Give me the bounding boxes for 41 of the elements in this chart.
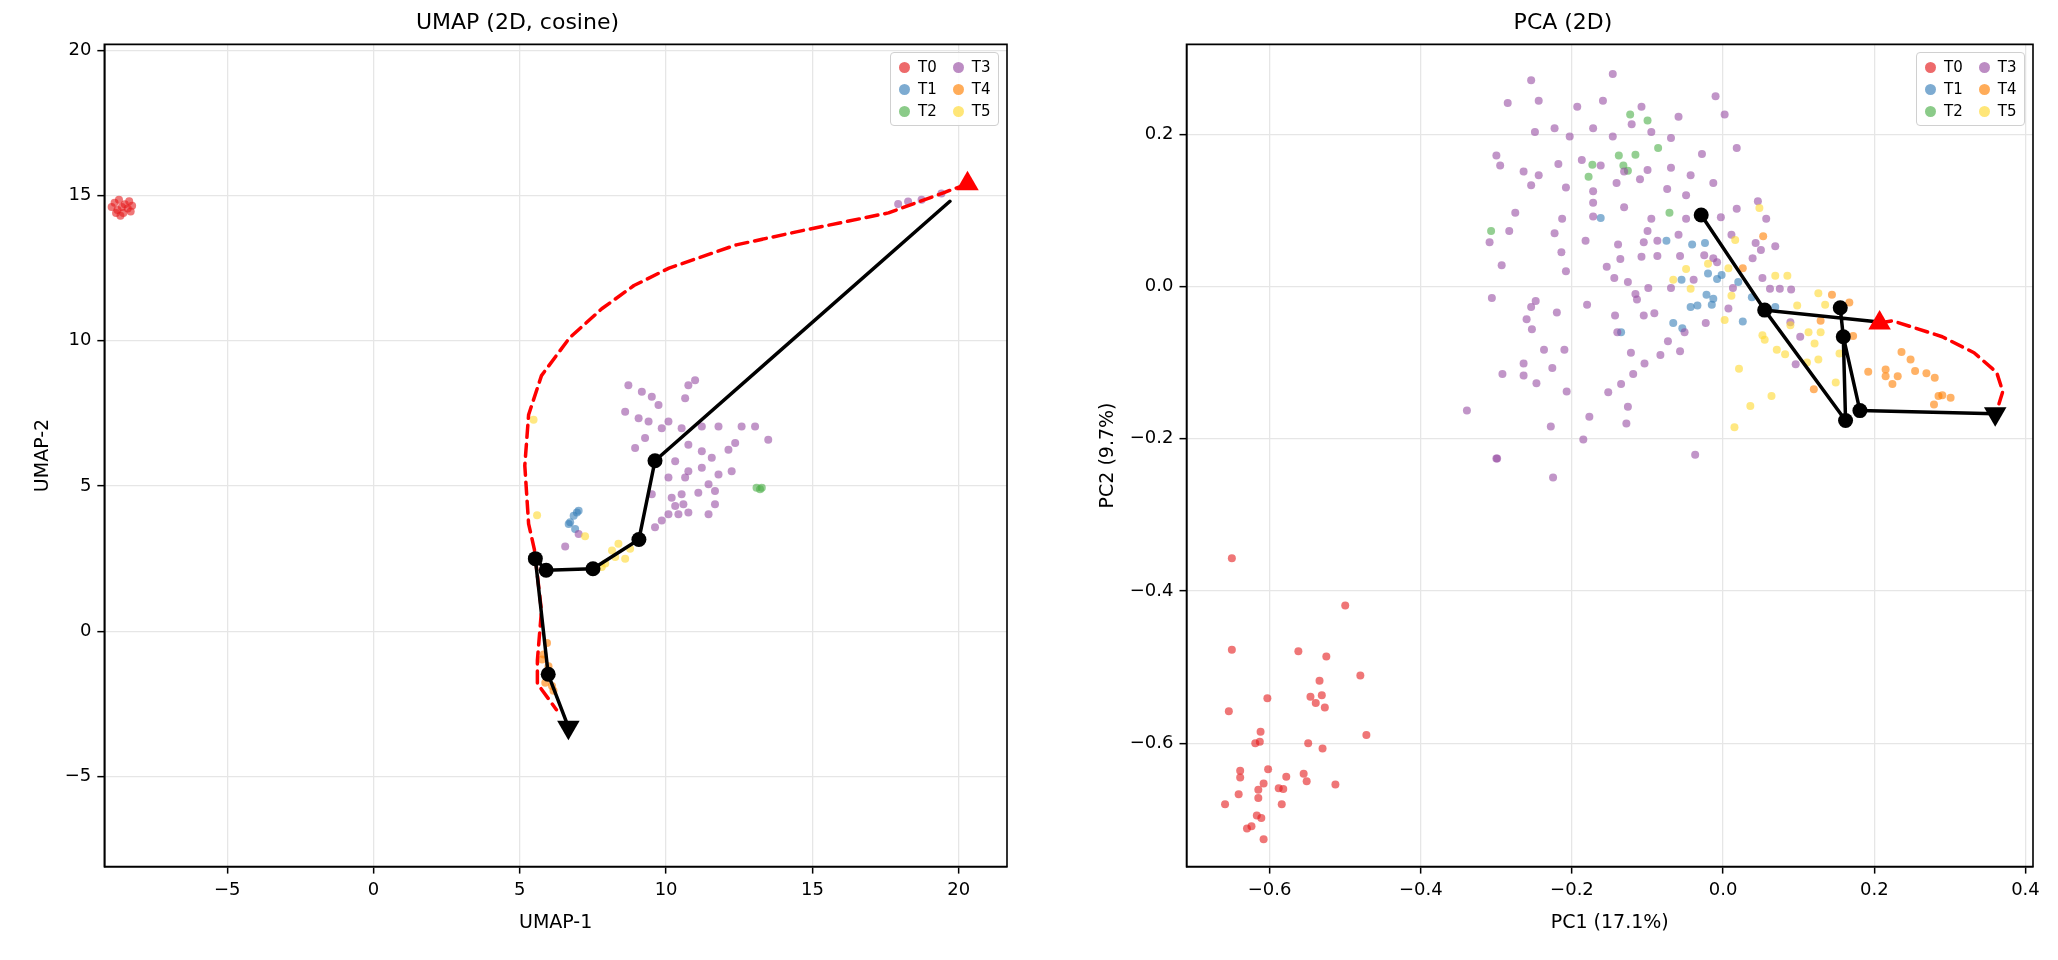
y-tick-label: −0.2 [1129,426,1174,448]
x-tick-label: −5 [213,878,241,900]
y-axis-title: PC2 (9.7%) [1095,402,1118,509]
legend-label: T4 [1997,80,2017,99]
y-tick-label: 15 [68,183,92,205]
x-tick-label: 15 [800,878,824,900]
y-tick-label: 10 [68,328,92,350]
chart-title: UMAP (2D, cosine) [415,8,620,34]
x-tick-label: −0.2 [1550,878,1594,900]
x-axis-title: UMAP-1 [519,909,593,932]
x-tick-label: 0.0 [1708,878,1738,900]
x-tick-label: 0.4 [2011,878,2040,900]
y-tick-label: 5 [79,473,92,495]
y-axis-title: UMAP-2 [30,418,53,493]
legend-label: T0 [1944,58,1963,77]
y-tick-label: 0.0 [1144,274,1174,296]
x-axis-title: PC1 (17.1%) [1550,909,1669,932]
chart-title: PCA (2D) [1513,8,1613,34]
legend-label: T0 [918,58,937,77]
legend-label: T4 [971,80,991,99]
legend-label: T5 [971,102,991,121]
x-tick-label: 5 [514,878,526,900]
legend-label: T1 [918,80,937,99]
x-tick-label: 0 [367,878,380,900]
y-tick-label: −0.6 [1129,730,1174,752]
y-tick-label: 0 [79,618,92,640]
x-tick-label: −0.4 [1398,878,1443,900]
legend-label: T3 [1997,58,2017,77]
y-tick-label: −5 [64,764,92,786]
x-tick-label: −0.6 [1247,878,1292,900]
x-tick-label: 20 [947,878,971,900]
legend-label: T1 [1944,80,1963,99]
y-tick-label: −0.4 [1129,578,1174,600]
x-tick-label: 10 [654,878,678,900]
legend-label: T5 [1997,102,2017,121]
y-tick-label: 0.2 [1144,121,1174,143]
legend-label: T2 [1944,102,1963,121]
y-tick-label: 20 [68,37,92,59]
legend-label: T3 [971,58,991,77]
x-tick-label: 0.2 [1859,878,1889,900]
legend-label: T2 [918,102,937,121]
